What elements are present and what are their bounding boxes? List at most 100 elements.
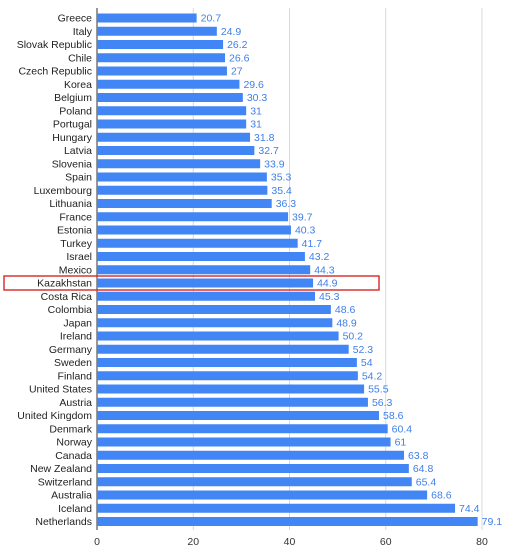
bar-estonia: [97, 225, 291, 235]
value-labels: 20.724.926.226.62729.630.3313131.832.733…: [201, 13, 503, 529]
category-label: Germany: [49, 344, 93, 356]
value-label: 60.4: [392, 423, 413, 435]
bar-mexico: [97, 265, 311, 275]
value-label: 29.6: [243, 79, 264, 91]
value-label: 39.7: [292, 211, 313, 223]
value-label: 54: [361, 357, 373, 369]
category-label: Greece: [58, 13, 93, 25]
category-label: Iceland: [58, 503, 92, 515]
bar-ireland: [97, 331, 339, 341]
value-label: 35.4: [271, 185, 292, 197]
category-label: Finland: [58, 370, 93, 382]
category-label: Costa Rica: [41, 291, 93, 303]
bar-colombia: [97, 305, 331, 314]
bars: [97, 13, 478, 526]
bar-hungary: [97, 132, 251, 142]
bar-finland: [97, 371, 358, 381]
category-label: Norway: [56, 437, 92, 449]
value-label: 65.4: [416, 476, 437, 488]
value-label: 20.7: [201, 13, 222, 25]
bar-denmark: [97, 424, 388, 434]
x-tick-label: 0: [94, 536, 100, 548]
category-label: New Zealand: [30, 463, 92, 475]
category-label: Ireland: [60, 331, 92, 343]
bar-portugal: [97, 119, 247, 129]
value-label: 50.2: [343, 331, 364, 343]
category-label: United Kingdom: [17, 410, 92, 422]
value-label: 24.9: [221, 26, 242, 38]
value-label: 63.8: [408, 450, 429, 462]
value-label: 36.3: [276, 198, 297, 210]
category-label: Israel: [66, 251, 92, 263]
bar-poland: [97, 106, 247, 116]
value-label: 45.3: [319, 291, 340, 303]
bar-australia: [97, 490, 428, 500]
category-label: Turkey: [60, 238, 92, 250]
category-label: Australia: [51, 490, 92, 502]
bar-israel: [97, 252, 305, 261]
bar-norway: [97, 437, 391, 447]
bar-new-zealand: [97, 464, 409, 473]
x-tick-label: 60: [380, 536, 392, 548]
value-label: 32.7: [258, 145, 279, 157]
bar-costa-rica: [97, 291, 316, 301]
bar-slovenia: [97, 159, 261, 169]
bar-netherlands: [97, 517, 478, 526]
value-label: 31.8: [254, 132, 275, 144]
bar-chile: [97, 53, 226, 63]
value-label: 79.1: [482, 516, 503, 528]
category-label: Slovak Republic: [17, 39, 92, 51]
bar-kazakhstan: [97, 278, 314, 288]
bar-united-kingdom: [97, 411, 380, 420]
category-label: Netherlands: [35, 516, 92, 528]
category-label: Mexico: [59, 264, 92, 276]
value-label: 31: [250, 105, 262, 117]
category-label: Korea: [64, 79, 92, 91]
category-label: Kazakhstan: [37, 278, 92, 290]
bar-austria: [97, 397, 368, 407]
category-label: United States: [29, 384, 92, 396]
bar-latvia: [97, 146, 255, 155]
value-label: 44.3: [314, 264, 335, 276]
bar-belgium: [97, 93, 243, 102]
bar-slovak-republic: [97, 40, 224, 49]
value-label: 40.3: [295, 225, 316, 237]
category-label: Italy: [73, 26, 93, 38]
bar-switzerland: [97, 477, 412, 487]
bar-korea: [97, 79, 240, 89]
x-tick-label: 40: [284, 536, 296, 548]
value-label: 74.4: [459, 503, 480, 515]
value-label: 26.6: [229, 52, 250, 64]
bar-spain: [97, 172, 267, 182]
category-label: Portugal: [53, 119, 92, 131]
bar-united-states: [97, 384, 365, 394]
category-label: Czech Republic: [18, 66, 92, 78]
category-label: Switzerland: [38, 476, 92, 488]
bar-lithuania: [97, 199, 272, 208]
value-label: 52.3: [353, 344, 374, 356]
value-label: 61: [395, 437, 407, 449]
bar-germany: [97, 344, 349, 354]
category-label: Chile: [68, 52, 92, 64]
category-label: France: [59, 211, 92, 223]
value-label: 58.6: [383, 410, 404, 422]
highlight-box: [3, 275, 380, 291]
category-label: Japan: [63, 317, 92, 329]
value-label: 44.9: [317, 278, 338, 290]
value-label: 56.3: [372, 397, 393, 409]
category-label: Hungary: [52, 132, 92, 144]
value-label: 26.2: [227, 39, 248, 51]
category-label: Sweden: [54, 357, 92, 369]
category-label: Slovenia: [52, 158, 92, 170]
bar-japan: [97, 318, 333, 328]
x-tick-label: 80: [476, 536, 488, 548]
highlight-layer: [3, 275, 380, 291]
category-label: Denmark: [49, 423, 92, 435]
category-label: Latvia: [64, 145, 92, 157]
category-label: Poland: [59, 105, 92, 117]
category-label: Estonia: [57, 225, 92, 237]
category-label: Luxembourg: [34, 185, 93, 197]
bar-turkey: [97, 238, 298, 248]
category-label: Spain: [65, 172, 92, 184]
